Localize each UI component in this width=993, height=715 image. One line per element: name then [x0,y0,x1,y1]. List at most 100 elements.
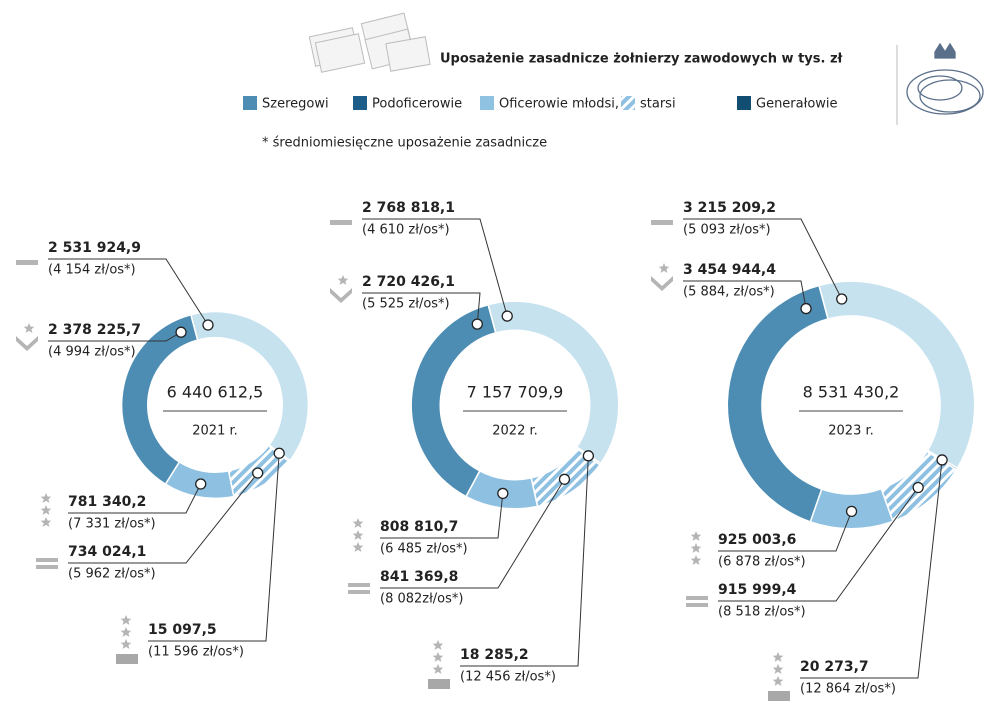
star [352,518,364,528]
star [772,652,784,662]
year-label: 2021 r. [192,424,238,439]
per-person-label: (11 596 zł/os*) [148,645,244,660]
per-person-label: (5 962 zł/os*) [68,567,156,582]
zigzag [428,679,450,689]
star [120,639,132,649]
value-label: 781 340,2 [68,494,146,510]
bar [330,220,352,225]
per-person-label: (4 994 zł/os*) [48,345,136,360]
total-label: 7 157 709,9 [467,383,564,402]
leader-line [48,258,209,326]
rank-icon [768,652,790,701]
per-person-label: (5 093 zł/os*) [683,223,771,238]
legend-swatch [737,96,751,110]
star [772,664,784,674]
per-person-label: (4 610 zł/os*) [362,223,450,238]
leader-line [718,487,919,602]
leader-line [68,472,259,564]
legend: Szeregowi Podoficerowie Oficerowie młodsi,… [243,96,838,112]
value-label: 734 024,1 [68,544,146,560]
segment-dot [912,481,924,494]
value-label: 915 999,4 [718,582,797,598]
rank-icon [16,260,38,265]
star [690,543,702,553]
star [120,627,132,637]
legend-label: starsi [640,97,676,112]
per-person-label: (4 154 zł/os*) [48,263,136,278]
rank-icon [428,640,450,689]
rank-icon [348,583,370,594]
year-label: 2023 r. [828,424,874,439]
segment-dot [800,302,812,315]
segment-dot [252,467,264,479]
legend-label: Podoficerowie [372,97,462,112]
charts: 6 440 612,5 2021 r. 2 531 924,9 (4 154 zł/o… [16,200,976,701]
segment-dot [501,310,513,322]
donut-segment [818,280,976,470]
value-label: 18 285,2 [460,647,529,663]
segment-dot [558,473,571,485]
rank-icon [36,558,58,569]
money-icon [308,12,431,73]
donut-segment [726,284,829,523]
donut-segment [410,303,497,498]
bar [36,565,58,569]
legend-swatch [353,96,367,110]
star [432,640,444,650]
chevron [16,336,38,351]
value-label: 3 215 209,2 [683,200,776,216]
leader-line [800,459,943,679]
value-label: 2 531 924,9 [48,240,141,256]
rank-icon [16,323,38,351]
chevron [330,288,352,303]
star [352,530,364,540]
value-label: 925 003,6 [718,532,796,548]
total-label: 6 440 612,5 [167,383,264,402]
logo [906,42,984,115]
total-label: 8 531 430,2 [803,383,900,402]
segment-dot [471,318,483,330]
bar [36,558,58,562]
star [658,263,670,273]
star [432,652,444,662]
star [40,493,52,503]
bar [16,260,38,265]
leader-line [68,483,202,514]
per-person-label: (8 082zł/os*) [380,592,463,607]
leader-line [362,292,481,325]
rank-icon [651,263,673,291]
per-person-label: (5 525 zł/os*) [362,297,450,312]
leader-line [683,218,843,300]
leader-line [148,453,280,642]
segment-dot [582,450,595,462]
per-person-label: (12 456 zł/os*) [460,670,556,685]
legend-swatch [243,96,257,110]
per-person-label: (6 878 zł/os*) [718,555,806,570]
bar [686,596,708,600]
rank-icon [352,518,364,552]
star [772,676,784,686]
value-label: 2 720 426,1 [362,274,455,290]
segment-dot [836,293,848,305]
leader-line [718,511,853,552]
leader-line [460,455,589,667]
star [690,531,702,541]
year-label: 2022 r. [492,424,538,439]
per-person-label: (7 331 zł/os*) [68,517,156,532]
legend-swatch [621,96,635,110]
value-label: 20 273,7 [800,659,869,675]
value-label: 2 768 818,1 [362,200,455,216]
legend-swatch [480,96,494,110]
leader-line [380,479,565,589]
star [120,615,132,625]
value-label: 15 097,5 [148,622,217,638]
star [690,555,702,565]
segment-dot [195,478,207,490]
segment-dot [273,447,285,459]
segment-dot [202,319,214,331]
star [337,275,349,285]
per-person-label: (5 884, zł/os*) [683,285,775,300]
value-label: 2 378 225,7 [48,322,141,338]
